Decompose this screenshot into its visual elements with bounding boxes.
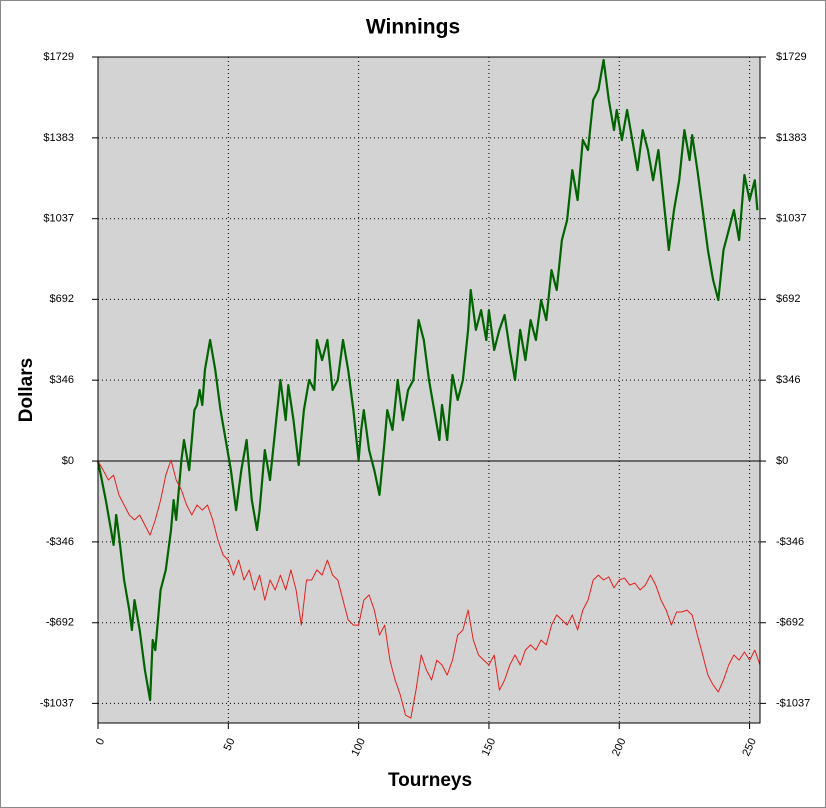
y2-tick-label: $1729 [776,51,807,63]
y2-tick-label: -$1037 [776,697,810,709]
y-tick-label: $692 [50,293,74,305]
y-tick-label: $0 [62,455,74,467]
chart-title: Winnings [366,16,460,39]
y2-tick-label: $692 [776,293,800,305]
y-tick-label: -$346 [46,536,74,548]
y2-tick-label: -$692 [776,617,804,629]
x-tick-label: 50 [222,736,238,752]
y-tick-label: -$692 [46,617,74,629]
y2-tick-label: $0 [776,455,788,467]
plot-area [98,57,760,723]
x-tick-label: 0 [94,736,107,747]
y-tick-label: $346 [50,374,74,386]
line-series [96,58,759,702]
plot-border [97,56,761,724]
x-axis-label: Tourneys [388,770,472,791]
y-tick-label: $1383 [43,132,74,144]
y-tick-label: $1729 [43,51,74,63]
y2-tick-label: $1037 [776,213,807,225]
y-tick-label: -$1037 [40,697,74,709]
y2-tick-label: $346 [776,374,800,386]
y-tick-label: $1037 [43,213,74,225]
y-axis-label: Dollars [16,358,37,422]
line-series [97,459,761,719]
y2-tick-label: $1383 [776,132,807,144]
y2-tick-label: -$346 [776,536,804,548]
